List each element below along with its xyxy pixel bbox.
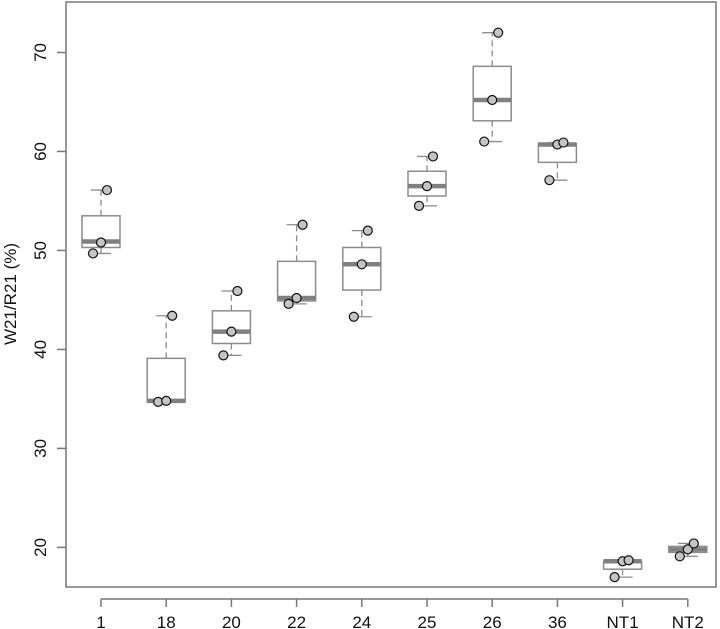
data-point — [544, 175, 555, 186]
plot-frame — [65, 1, 717, 588]
data-point — [297, 219, 308, 230]
data-point — [427, 151, 439, 162]
x-tick-label: 22 — [287, 613, 306, 629]
y-tick-label: 40 — [31, 340, 50, 359]
box-1 — [81, 184, 121, 259]
y-tick-label: 70 — [31, 43, 50, 62]
data-point — [356, 259, 367, 270]
box-body — [472, 65, 512, 122]
data-point — [623, 555, 634, 566]
box-series — [81, 27, 708, 583]
x-tick-label: 1 — [96, 613, 105, 629]
box-body — [146, 357, 186, 403]
x-tick-label: 20 — [222, 613, 241, 629]
box-18 — [146, 310, 186, 407]
data-point — [413, 200, 425, 212]
x-axis: 1 18 20 22 24 25 26 36 NT1 NT2 — [96, 598, 704, 629]
data-point — [348, 311, 359, 322]
data-point — [421, 181, 433, 192]
data-point — [291, 292, 302, 304]
box-20 — [211, 285, 252, 361]
data-point — [487, 94, 498, 106]
data-point — [283, 298, 294, 310]
x-tick-label: NT2 — [672, 613, 704, 629]
data-point — [95, 237, 107, 248]
x-tick-label: 24 — [352, 613, 371, 629]
x-tick-label: 25 — [418, 613, 437, 629]
data-point — [226, 326, 237, 337]
box-NT1 — [602, 555, 643, 583]
data-point — [674, 551, 685, 562]
data-point — [167, 310, 178, 321]
box-25 — [407, 151, 447, 212]
box-26 — [472, 27, 512, 147]
y-tick-label: 30 — [31, 439, 50, 458]
x-tick-label: 26 — [483, 613, 502, 629]
data-point — [362, 225, 373, 236]
data-point — [218, 350, 229, 361]
data-point — [688, 538, 699, 549]
box-22 — [276, 219, 317, 310]
data-point — [682, 544, 693, 555]
x-tick-label: 18 — [157, 613, 176, 629]
y-axis-title: W21/R21 (%) — [1, 243, 20, 345]
y-axis: 20 30 40 50 60 70 — [31, 43, 66, 557]
box-36 — [537, 137, 578, 186]
x-tick-label: NT1 — [607, 613, 639, 629]
data-point — [493, 27, 504, 38]
box-24 — [342, 225, 382, 322]
data-point — [87, 248, 99, 259]
box-NT2 — [668, 538, 708, 562]
x-tick-label: 36 — [548, 613, 567, 629]
data-point — [479, 136, 490, 147]
y-tick-label: 60 — [31, 142, 50, 161]
data-point — [609, 572, 620, 583]
data-point — [161, 395, 172, 407]
data-point — [232, 285, 243, 297]
data-point — [558, 137, 569, 148]
y-tick-label: 20 — [31, 538, 50, 557]
data-point — [101, 184, 113, 196]
box-body — [342, 246, 382, 291]
y-tick-label: 50 — [31, 241, 50, 260]
